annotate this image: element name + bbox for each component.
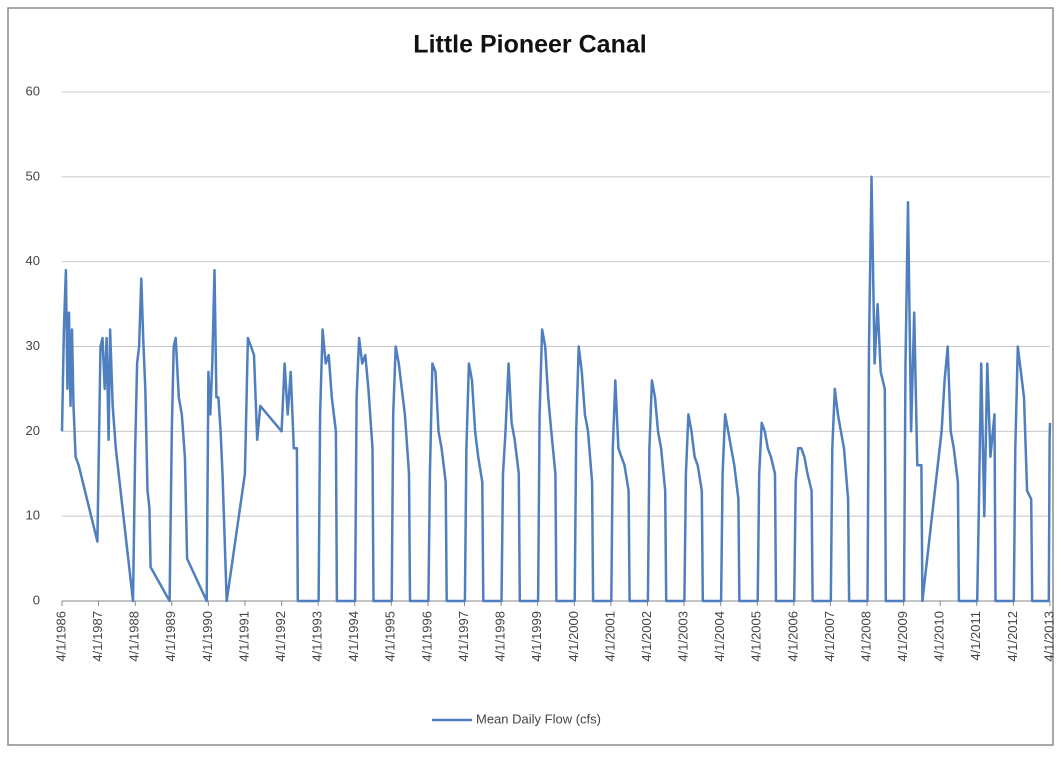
- y-tick-label: 20: [26, 423, 40, 438]
- x-tick-label: 4/1/2011: [968, 611, 983, 661]
- y-tick-label: 50: [26, 168, 40, 183]
- x-tick-label: 4/1/1993: [310, 611, 325, 662]
- x-tick-label: 4/1/2002: [639, 611, 654, 662]
- y-tick-label: 30: [26, 338, 40, 353]
- x-tick-label: 4/1/1991: [236, 611, 251, 662]
- x-tick-label: 4/1/1996: [419, 611, 434, 662]
- y-tick-label: 10: [26, 508, 40, 523]
- x-tick-label: 4/1/2009: [895, 611, 910, 662]
- x-tick-label: 4/1/2005: [749, 611, 764, 662]
- x-tick-label: 4/1/2000: [566, 611, 581, 662]
- x-tick-label: 4/1/2008: [859, 611, 874, 662]
- x-tick-label: 4/1/2013: [1041, 611, 1056, 662]
- x-tick-label: 4/1/2004: [712, 611, 727, 662]
- x-tick-label: 4/1/1990: [200, 611, 215, 662]
- x-tick-label: 4/1/1995: [383, 611, 398, 662]
- x-tick-label: 4/1/1989: [163, 611, 178, 662]
- legend-label: Mean Daily Flow (cfs): [476, 711, 601, 726]
- x-tick-label: 4/1/1999: [529, 611, 544, 662]
- x-tick-label: 4/1/2010: [932, 611, 947, 662]
- y-tick-label: 40: [26, 253, 40, 268]
- x-tick-label: 4/1/1998: [493, 611, 508, 662]
- x-tick-label: 4/1/2006: [785, 611, 800, 662]
- chart-frame: [7, 7, 1054, 746]
- x-tick-label: 4/1/2012: [1005, 611, 1020, 662]
- x-tick-label: 4/1/1997: [456, 611, 471, 662]
- y-tick-label: 60: [26, 83, 40, 98]
- chart-title: Little Pioneer Canal: [413, 31, 646, 59]
- x-tick-label: 4/1/1988: [127, 611, 142, 662]
- x-tick-label: 4/1/2001: [602, 611, 617, 662]
- x-tick-label: 4/1/2003: [675, 611, 690, 662]
- x-tick-label: 4/1/1992: [273, 611, 288, 662]
- series-line: [60, 175, 1052, 603]
- x-tick-label: 4/1/1994: [346, 611, 361, 662]
- y-tick-label: 0: [33, 592, 40, 607]
- x-tick-label: 4/1/1987: [90, 611, 105, 662]
- x-tick-label: 4/1/2007: [822, 611, 837, 662]
- x-tick-label: 4/1/1986: [53, 611, 68, 662]
